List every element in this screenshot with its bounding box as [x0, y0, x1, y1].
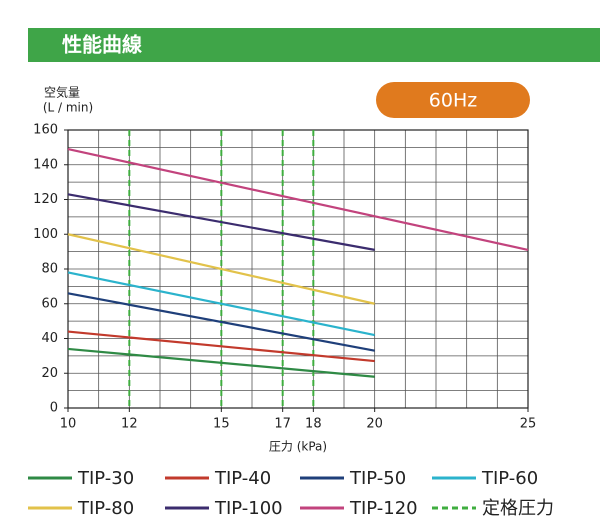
legend-label: TIP-100	[214, 498, 283, 519]
legend-label: TIP-60	[481, 468, 538, 489]
series-line	[67, 292, 375, 352]
y-axis-unit: (L / min)	[43, 101, 93, 115]
header-band	[28, 28, 600, 62]
legend-label: TIP-40	[214, 468, 271, 489]
y-tick-label: 80	[41, 262, 58, 277]
series-line	[67, 271, 375, 337]
y-axis-label: 空気量	[44, 85, 80, 100]
y-tick-label: 100	[33, 227, 58, 242]
legend-label: TIP-30	[77, 468, 134, 489]
y-tick-label: 120	[33, 192, 58, 207]
badge-text: 60Hz	[429, 90, 477, 112]
legend-label: 定格圧力	[482, 498, 554, 519]
y-tick-label: 160	[33, 123, 58, 138]
legend-label: TIP-120	[349, 498, 418, 519]
series-line	[67, 347, 375, 378]
x-tick-label: 18	[305, 417, 322, 432]
y-tick-label: 0	[50, 401, 58, 416]
x-tick-label: 15	[213, 417, 230, 432]
y-tick-label: 140	[33, 157, 58, 172]
badge	[376, 82, 530, 118]
y-tick-label: 60	[41, 296, 58, 311]
legend-label: TIP-80	[77, 498, 134, 519]
series-line	[67, 233, 375, 305]
legend-label: TIP-50	[349, 468, 406, 489]
x-tick-label: 10	[60, 417, 77, 432]
series-line	[67, 193, 375, 251]
series-line	[67, 148, 529, 251]
series-line	[67, 330, 375, 363]
x-tick-label: 20	[366, 417, 383, 432]
chart-title: 性能曲線	[62, 33, 142, 57]
y-tick-label: 20	[41, 366, 58, 381]
y-tick-label: 40	[41, 331, 58, 346]
x-tick-label: 17	[274, 417, 291, 432]
plot-frame	[67, 129, 529, 409]
x-tick-label: 25	[520, 417, 537, 432]
x-axis-label: 圧力 (kPa)	[269, 440, 327, 454]
x-tick-label: 12	[121, 417, 138, 432]
